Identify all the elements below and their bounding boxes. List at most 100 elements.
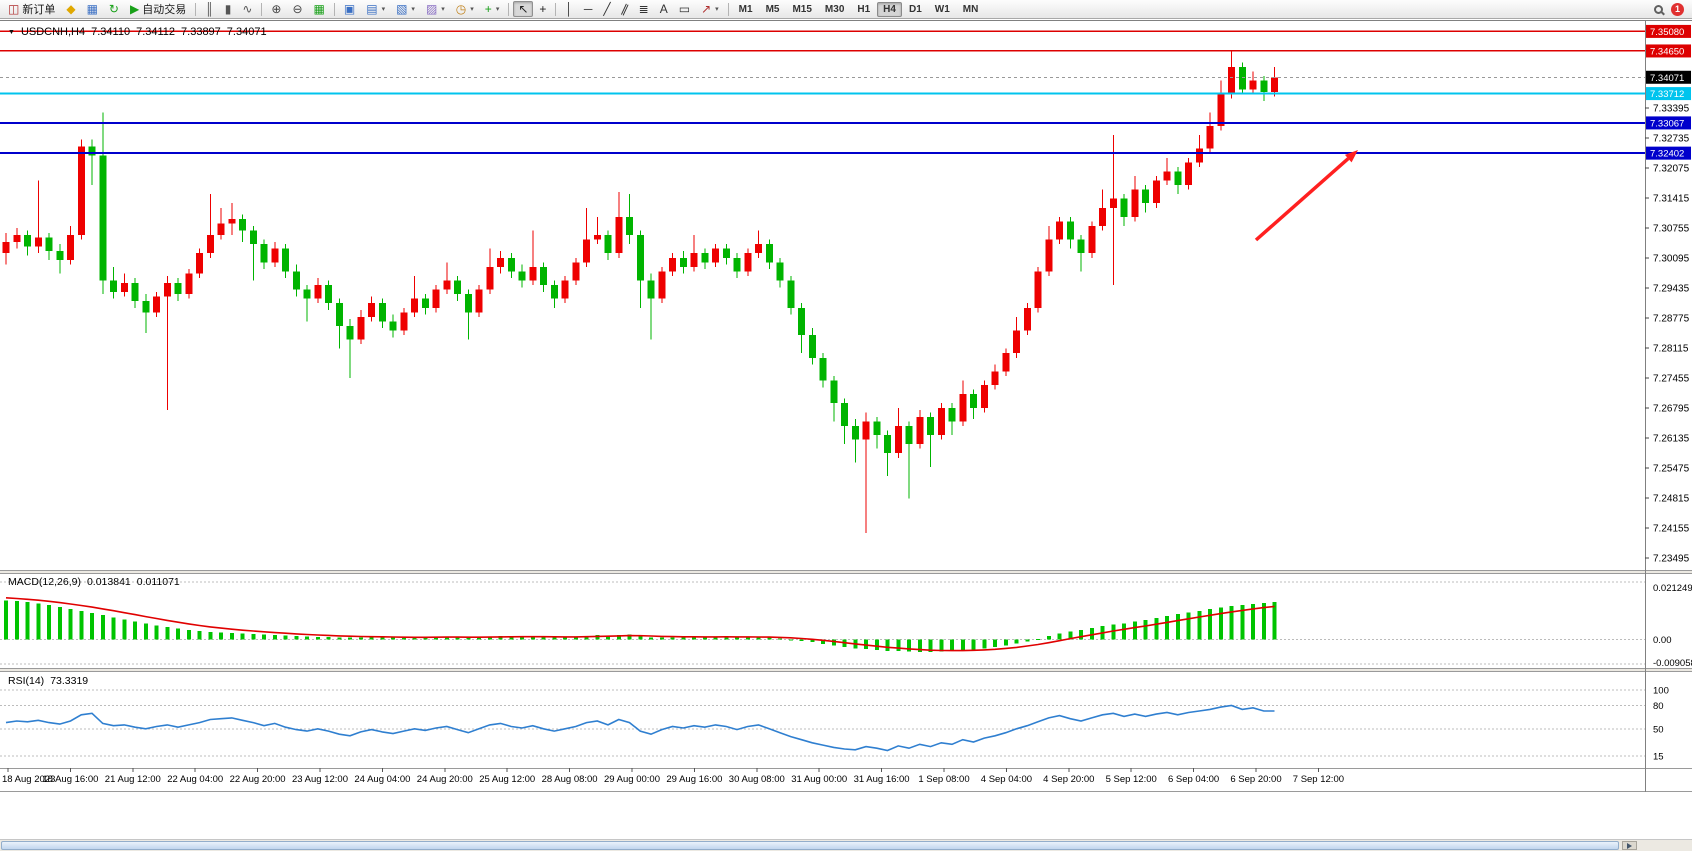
- timeframe-mn-button[interactable]: MN: [962, 3, 979, 15]
- time-axis-label: 24 Aug 04:00: [354, 774, 410, 785]
- rsi-scale-label: 100: [1653, 686, 1669, 697]
- candle: [550, 285, 558, 299]
- timeframe-m30-button[interactable]: M30: [824, 3, 845, 15]
- grid-icon: ▦: [313, 2, 325, 16]
- refresh-button[interactable]: ↻: [104, 1, 124, 17]
- profiles-button[interactable]: ▨ ▾: [421, 1, 450, 17]
- macd-histogram-bar: [541, 636, 546, 640]
- market-watch-button[interactable]: ▦: [82, 1, 103, 17]
- candle: [443, 280, 451, 290]
- shapes-button[interactable]: ↗ ▾: [696, 1, 724, 17]
- notification-badge[interactable]: 1: [1671, 2, 1684, 16]
- timeframe-h1-button[interactable]: H1: [857, 3, 871, 15]
- timeframe-h4-button[interactable]: H4: [877, 1, 902, 17]
- scrollbar-end-button[interactable]: [1622, 841, 1637, 850]
- vline-button[interactable]: │: [560, 1, 578, 17]
- fibonacci-button[interactable]: ≣: [634, 1, 654, 17]
- zoom-in-button[interactable]: ⊕: [266, 1, 286, 17]
- period-button[interactable]: ◷ ▾: [451, 1, 479, 17]
- new-order-button[interactable]: ◫ 新订单: [3, 1, 60, 17]
- candle: [937, 407, 945, 436]
- timeframe-m5-button[interactable]: M5: [765, 3, 780, 15]
- chart-menu-icon[interactable]: ▼: [8, 28, 15, 36]
- candle: [228, 219, 236, 224]
- horizontal-scrollbar[interactable]: [0, 839, 1692, 851]
- candle: [658, 271, 666, 299]
- panel-separator[interactable]: [0, 570, 1692, 574]
- bar-chart-button[interactable]: ║: [200, 1, 219, 17]
- candle: [34, 237, 42, 247]
- macd-histogram-bar: [251, 634, 256, 640]
- indicators-button[interactable]: + ▾: [480, 1, 505, 17]
- macd-histogram-bar: [358, 637, 363, 640]
- timeframe-w1-button[interactable]: W1: [934, 3, 950, 15]
- macd-histogram-bar: [498, 636, 503, 640]
- cascade-windows-icon: ▤: [366, 2, 378, 16]
- candle: [1271, 77, 1278, 92]
- candlestick-chart-icon: ▮: [224, 2, 232, 16]
- candle: [1260, 80, 1268, 92]
- macd-histogram-bar: [36, 603, 41, 640]
- timeframe-m15-button[interactable]: M15: [792, 3, 812, 15]
- candlestick-chart[interactable]: [2, 50, 1279, 533]
- autotrading-button[interactable]: ▶ 自动交易: [125, 1, 191, 17]
- candle: [540, 266, 547, 286]
- candle: [432, 289, 440, 308]
- macd-histogram-bar: [1057, 633, 1062, 640]
- macd-histogram-bar: [165, 627, 170, 640]
- macd-histogram-bar: [401, 637, 406, 640]
- timeframe-d1-button[interactable]: D1: [908, 3, 922, 15]
- macd-histogram-bar: [229, 632, 234, 640]
- macd-histogram-bar: [369, 637, 374, 640]
- trendline-button[interactable]: ╱: [598, 1, 615, 17]
- grid-button[interactable]: ▦: [309, 1, 330, 17]
- macd-histogram-bar: [47, 605, 51, 640]
- candle: [894, 425, 902, 454]
- time-axis-label: 25 Aug 12:00: [479, 774, 535, 785]
- price-scale-label: 7.30755: [1653, 224, 1690, 235]
- candle: [1120, 198, 1128, 217]
- search-icon[interactable]: [1654, 4, 1663, 14]
- profiles-icon: ▨: [425, 2, 438, 16]
- label-button[interactable]: ▭: [674, 1, 695, 17]
- refresh-icon: ↻: [108, 2, 119, 16]
- text-button[interactable]: A: [655, 1, 673, 17]
- crosshair-button[interactable]: +: [534, 1, 551, 17]
- candle: [142, 300, 150, 313]
- candle: [690, 253, 698, 267]
- macd-histogram-bar: [1143, 620, 1148, 640]
- candle: [819, 357, 827, 381]
- timeframe-m1-button[interactable]: M1: [738, 3, 753, 15]
- new-chart-button[interactable]: ▧ ▾: [391, 1, 420, 17]
- rsi-panel[interactable]: 100 80 50 15: [0, 686, 1669, 763]
- cursor-button[interactable]: ↖: [513, 1, 534, 17]
- trend-arrow-annotation[interactable]: [1254, 150, 1358, 242]
- zoom-out-button[interactable]: ⊖: [287, 1, 307, 17]
- hline-button[interactable]: ─: [579, 1, 598, 17]
- candle: [679, 257, 687, 267]
- candle: [411, 298, 418, 313]
- price-scale-label: 7.28775: [1653, 314, 1690, 325]
- tile-windows-button[interactable]: ▣: [339, 1, 360, 17]
- price-scale[interactable]: 7.33395 7.32735 7.32075 7.31415 7.30755 7.300…: [1645, 24, 1691, 565]
- candle: [712, 248, 719, 263]
- channel-button[interactable]: ∥: [617, 1, 633, 17]
- metaeditor-button[interactable]: ◆: [61, 1, 80, 17]
- macd-panel[interactable]: 0.021249 0.00 -0.009058: [0, 581, 1692, 669]
- time-axis-label: 31 Aug 16:00: [854, 774, 910, 785]
- macd-histogram-bar: [100, 615, 105, 640]
- line-chart-button[interactable]: ∿: [237, 1, 257, 17]
- scrollbar-thumb[interactable]: [1, 841, 1619, 850]
- macd-histogram-bar: [659, 637, 664, 640]
- candle: [131, 282, 139, 301]
- cascade-windows-button[interactable]: ▤ ▾: [361, 1, 390, 17]
- time-axis-label: 28 Aug 08:00: [542, 774, 598, 785]
- candlestick-chart-button[interactable]: ▮: [220, 1, 237, 17]
- macd-histogram-bar: [767, 637, 772, 640]
- panel-separator[interactable]: [0, 668, 1692, 672]
- macd-histogram-bar: [68, 608, 73, 640]
- macd-histogram-bar: [1014, 639, 1019, 644]
- candle: [1088, 225, 1096, 254]
